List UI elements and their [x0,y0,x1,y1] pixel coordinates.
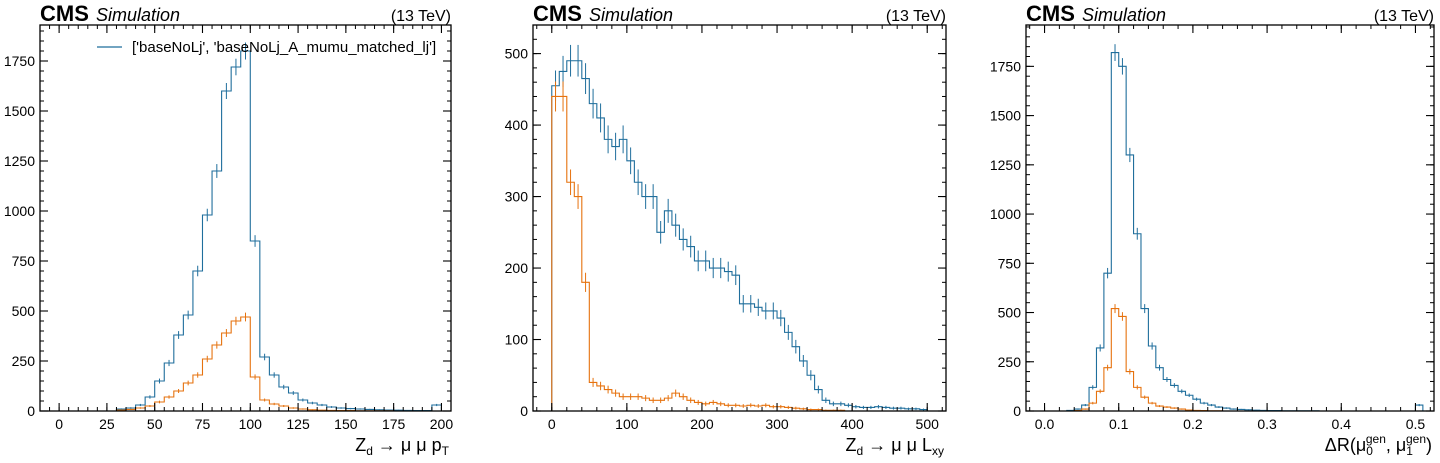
y-tick-label: 200 [505,260,529,276]
x-tick-label: 200 [690,416,714,432]
y-tick-label: 1500 [990,108,1021,124]
simulation-label: Simulation [1082,5,1166,25]
cms-label: CMS [1026,1,1075,26]
y-tick-label: 1750 [4,53,35,69]
y-tick-label: 500 [12,303,36,319]
x-tick-label: 400 [840,416,864,432]
x-tick-label: 0.3 [1257,416,1277,432]
x-tick-label: 200 [430,416,454,432]
chart-panel-pt: 0 25 50 75 100 125 150 175 200 0 250 500 750 1000 1250… [4,1,453,458]
x-tick-label: 100 [239,416,263,432]
y-tick-label: 400 [505,117,529,133]
x-axis-label: ΔR(μ0gen, μ1gen) [1325,432,1432,458]
energy-label: (13 TeV) [886,8,946,25]
x-tick-label: 25 [99,416,115,432]
legend-label: ['baseNoLj', 'baseNoLj_A_mumu_matched_lj… [132,39,436,56]
x-tick-label: 100 [615,416,639,432]
series-1-step-line [551,60,928,411]
axes-frame [532,24,947,412]
x-tick-label: 0.5 [1406,416,1426,432]
simulation-label: Simulation [589,5,673,25]
x-axis-label: Zd → μ μ Lxy [846,435,944,458]
chart-panel-lxy: 0 100 200 300 400 500 0 100 200 300 400 500 CMS Simul… [505,1,947,458]
series-1-step-line [115,50,442,412]
energy-label: (13 TeV) [1374,8,1434,25]
y-tick-label: 300 [505,189,529,205]
x-tick-label: 300 [765,416,789,432]
x-tick-label: 50 [147,416,163,432]
chart-panel-delta-r: 0.0 0.1 0.2 0.3 0.4 0.5 0 250 500 750 1000 1250 1500… [990,1,1435,458]
y-tick-label: 500 [505,46,529,62]
y-tick-label: 1250 [4,153,35,169]
y-tick-label: 1000 [990,206,1021,222]
cms-label: CMS [533,1,582,26]
cms-label: CMS [40,1,89,26]
simulation-label: Simulation [96,5,180,25]
energy-label: (13 TeV) [391,8,451,25]
series-2-step-line [1066,308,1423,412]
x-tick-label: 0.0 [1035,416,1055,432]
y-tick-label: 100 [505,332,529,348]
y-tick-label: 750 [998,255,1022,271]
series-1-step-line [1066,52,1424,412]
y-tick-label: 1250 [990,157,1021,173]
y-tick-label: 0 [1013,403,1021,419]
series-2-step-line [115,316,442,412]
y-tick-label: 1750 [990,58,1021,74]
y-tick-label: 750 [12,253,36,269]
x-tick-label: 150 [334,416,358,432]
y-tick-label: 250 [998,354,1022,370]
x-tick-label: 500 [916,416,940,432]
y-tick-label: 0 [520,403,528,419]
y-tick-label: 500 [998,305,1022,321]
x-tick-label: 0.4 [1332,416,1352,432]
x-tick-label: 125 [286,416,310,432]
y-tick-label: 250 [12,353,36,369]
x-tick-label: 75 [195,416,211,432]
axes-frame [39,24,452,412]
x-tick-label: 0.1 [1109,416,1129,432]
axes-frame [1025,24,1435,412]
y-tick-label: 0 [27,403,35,419]
x-axis-label: Zd → μ μ pT [355,435,449,458]
y-tick-label: 1500 [4,103,35,119]
x-tick-label: 0.2 [1183,416,1203,432]
y-tick-label: 1000 [4,203,35,219]
x-tick-label: 0 [548,416,556,432]
x-tick-label: 175 [382,416,406,432]
x-tick-label: 0 [55,416,63,432]
